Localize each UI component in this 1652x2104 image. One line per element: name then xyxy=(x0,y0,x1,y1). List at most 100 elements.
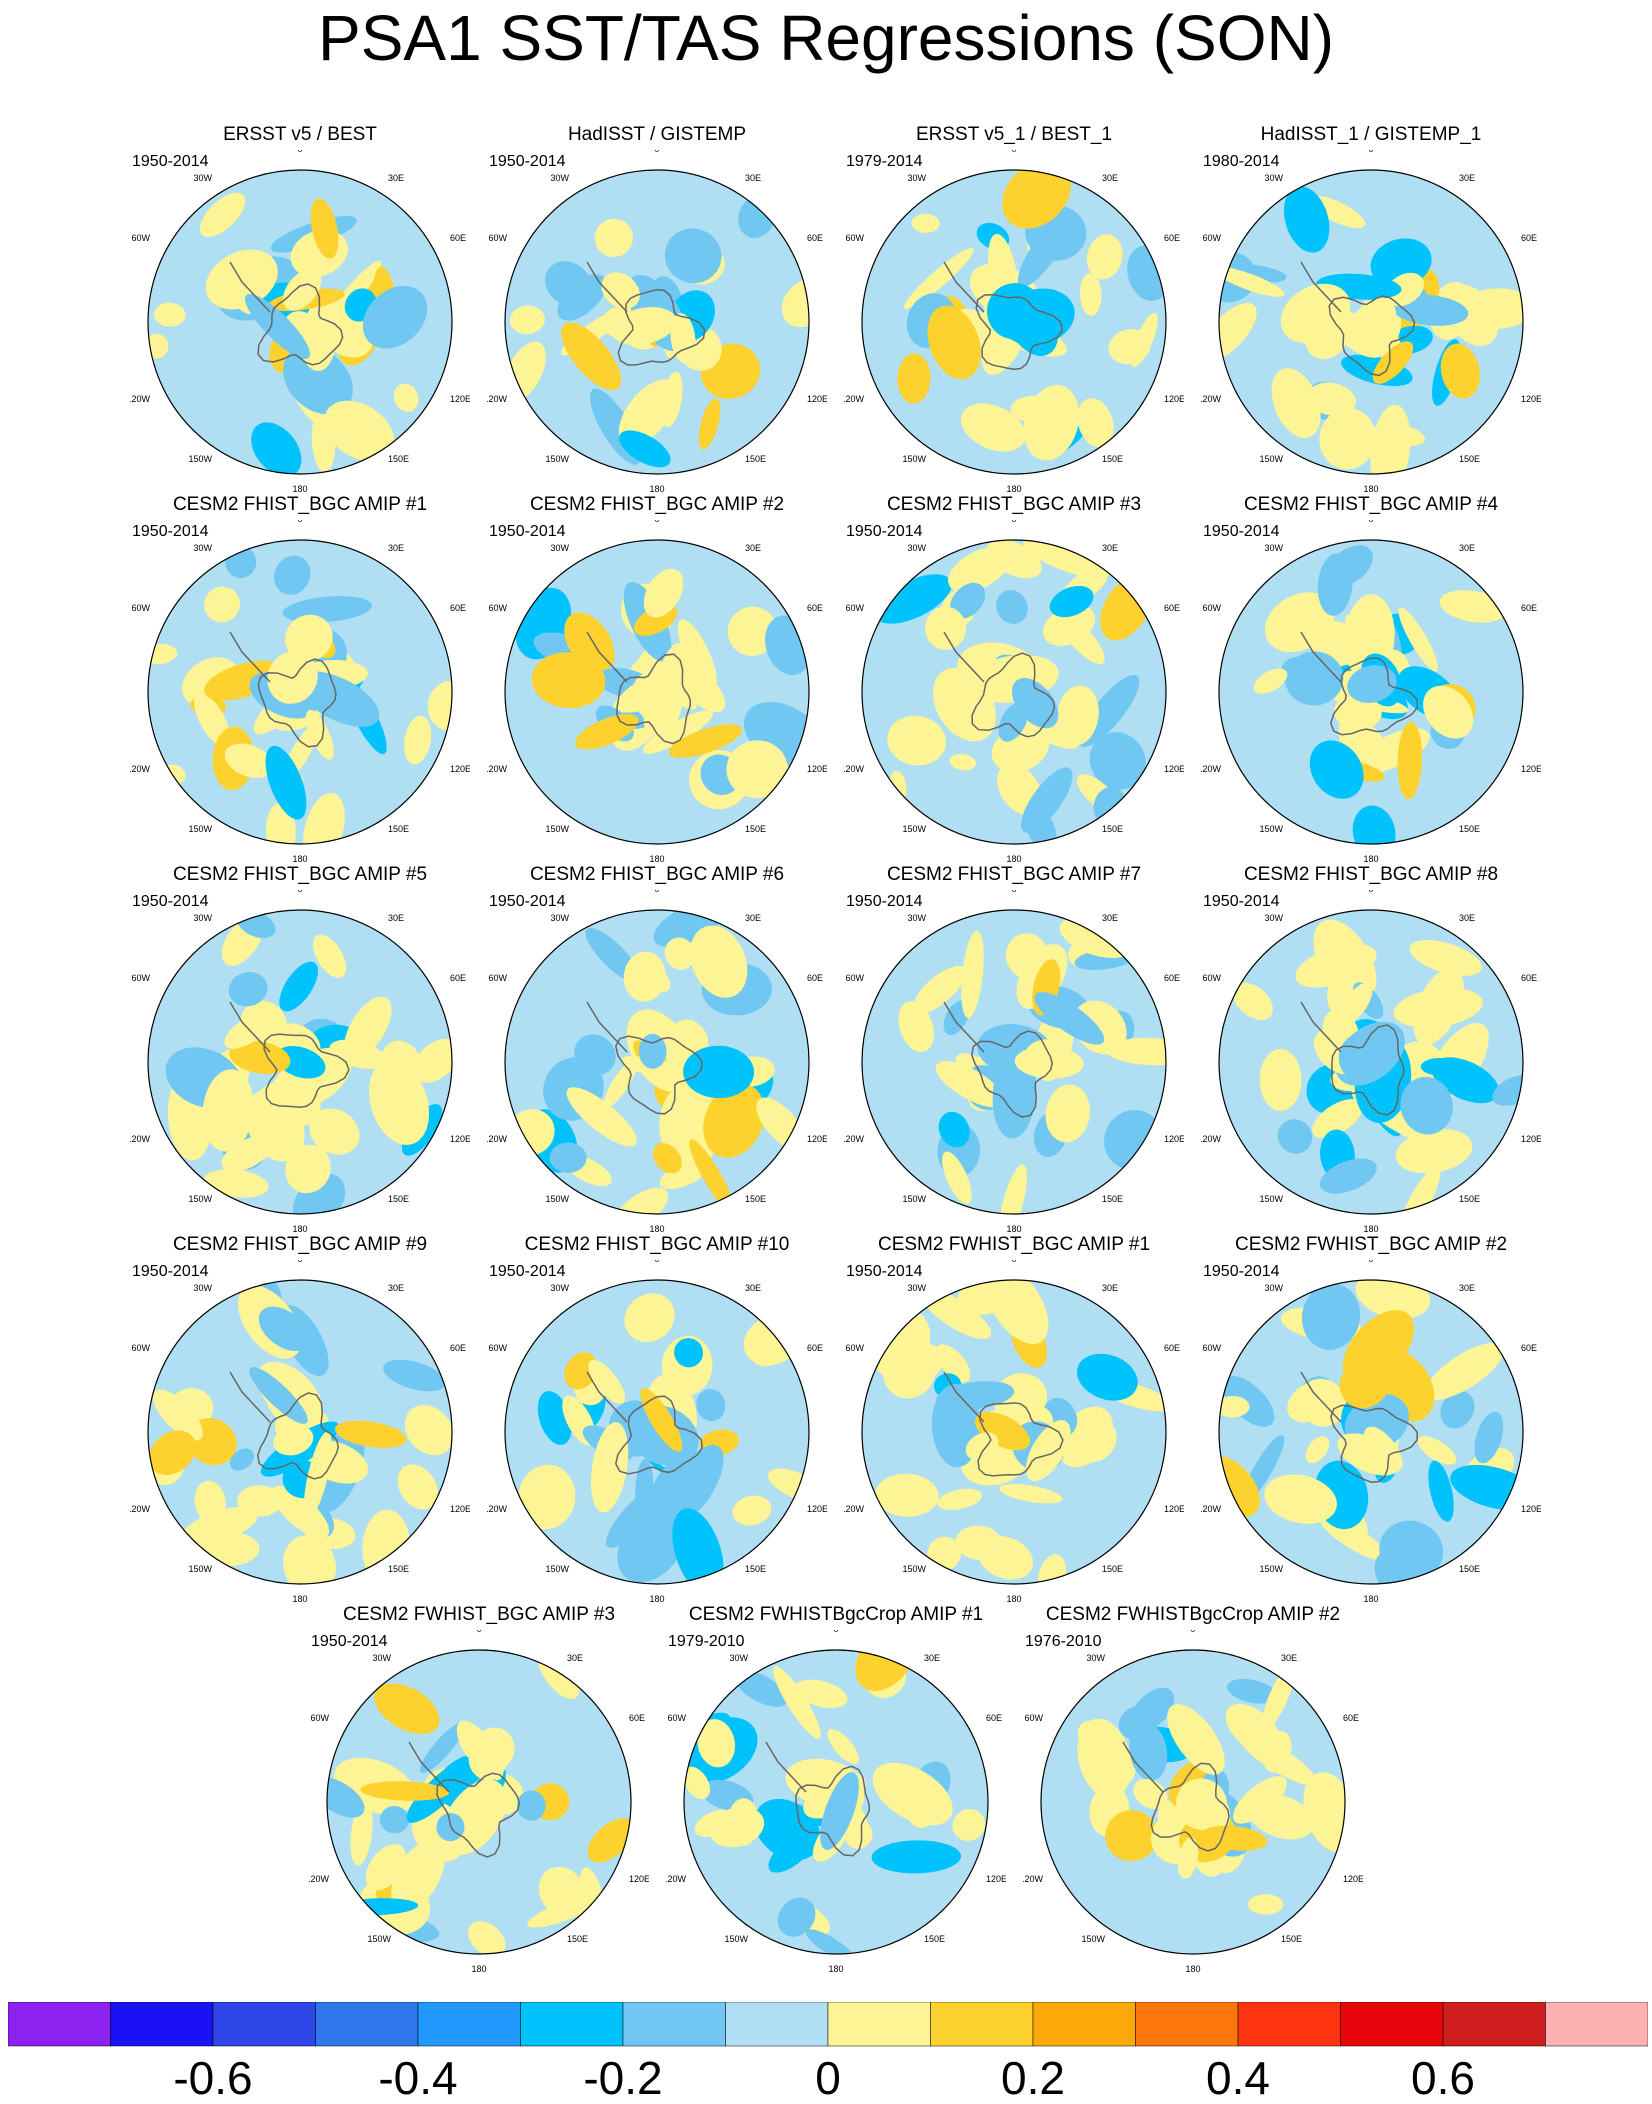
contour-patch xyxy=(996,590,1028,624)
contour-patch xyxy=(1071,1417,1117,1463)
contour-patch xyxy=(304,1431,332,1519)
antarctica-coastline xyxy=(615,1395,703,1475)
longitude-label: 150W xyxy=(1259,454,1283,464)
antarctica-coastline xyxy=(617,288,706,366)
contour-patch xyxy=(1417,1436,1457,1465)
polar-map: 030W30E60W60E90W90E120W120E150W150E180 xyxy=(309,1630,649,1974)
contour-patch xyxy=(324,400,395,462)
longitude-label: 180 xyxy=(1185,1964,1200,1974)
contour-patch xyxy=(805,1929,857,1954)
contour-patch xyxy=(652,1456,708,1512)
contour-patch xyxy=(696,1389,726,1422)
contour-patch xyxy=(1280,283,1351,344)
contour-patch xyxy=(404,715,432,765)
longitude-label: 30E xyxy=(1281,1653,1297,1663)
contour-patch xyxy=(961,930,984,1019)
longitude-label: 120E xyxy=(807,1134,827,1144)
contour-patch xyxy=(1049,585,1094,618)
panel-title: CESM2 FHIST_BGC AMIP #6 xyxy=(529,864,785,885)
peninsula-coastline xyxy=(943,1001,985,1053)
panel-title: HadISST / GISTEMP xyxy=(567,124,747,145)
antarctica-coastline xyxy=(971,1030,1053,1118)
antarctica-coastline xyxy=(971,652,1056,738)
contour-patch xyxy=(1089,732,1146,790)
map-panel: ERSST v5_1 / BEST_1 1979-2014 0 30W 30E 60W 60… xyxy=(844,124,1184,496)
longitude-label: 180 xyxy=(292,1224,307,1234)
longitude-label: 180 xyxy=(828,1964,843,1974)
longitude-label: 180 xyxy=(1363,484,1378,494)
longitude-label: 30W xyxy=(729,1653,748,1663)
contour-patch xyxy=(1262,1730,1292,1773)
longitude-label: 120E xyxy=(807,1504,827,1514)
panel-title: CESM2 FWHISTBgcCrop AMIP #1 xyxy=(688,1604,984,1625)
panel-years: 1950-2014 xyxy=(489,893,566,910)
longitude-label: 120W xyxy=(487,1134,508,1144)
longitude-label: 150W xyxy=(188,1194,212,1204)
contour-patch xyxy=(284,614,333,662)
contour-patch xyxy=(1283,186,1330,253)
peninsula-coastline xyxy=(1122,1741,1164,1793)
longitude-label: 150W xyxy=(902,454,926,464)
contour-patch xyxy=(777,1897,816,1937)
contour-patch xyxy=(1277,1119,1313,1154)
peninsula-coastline xyxy=(1300,631,1342,683)
longitude-label: 30E xyxy=(745,913,761,923)
longitude-label: 150W xyxy=(1259,824,1283,834)
polar-map: 030W30E60W60E90W90E120W120E150W150E180 xyxy=(487,1260,827,1604)
contour-patch xyxy=(229,1448,254,1471)
longitude-label: 60W xyxy=(131,973,150,983)
longitude-label: 60E xyxy=(1164,603,1180,613)
contour-patch xyxy=(1253,668,1288,694)
contour-patch xyxy=(1371,1074,1403,1115)
longitude-label: 150W xyxy=(188,454,212,464)
contour-patch xyxy=(574,1034,616,1076)
map-border xyxy=(147,169,453,475)
contour-patch xyxy=(897,353,931,404)
peninsula-coastline xyxy=(229,631,271,683)
contour-patch xyxy=(275,1046,326,1079)
contour-patch xyxy=(1397,1165,1441,1214)
longitude-label: 0 xyxy=(1011,1260,1016,1264)
contour-patch xyxy=(768,1831,816,1873)
peninsula-coastline xyxy=(586,631,628,683)
antarctica-coastline xyxy=(257,283,344,366)
contour-patch xyxy=(285,1144,331,1194)
antarctica-coastline xyxy=(257,658,337,748)
contour-patch xyxy=(683,1045,755,1099)
contour-patch xyxy=(265,745,307,820)
longitude-label: 0 xyxy=(1011,890,1016,894)
contour-patch xyxy=(590,1422,629,1513)
longitude-label: 30E xyxy=(388,543,404,553)
longitude-label: 120W xyxy=(130,394,151,404)
panel-years: 1950-2014 xyxy=(1203,523,1280,540)
contour-patch xyxy=(875,574,952,624)
contour-patch xyxy=(202,1069,254,1152)
colorbar-swatch xyxy=(930,2002,1034,2047)
map-border xyxy=(504,539,810,845)
contour-patch xyxy=(674,1338,704,1368)
contour-patch xyxy=(374,1683,440,1734)
longitude-label: 120E xyxy=(450,394,470,404)
contour-patch xyxy=(920,1288,992,1340)
contour-patch xyxy=(1025,1420,1071,1482)
antarctica-coastline xyxy=(975,293,1064,371)
longitude-label: 0 xyxy=(297,890,302,894)
polar-map: 030W30E60W60E90W90E120W120E150W150E180 xyxy=(1023,1630,1363,1974)
panel-title: CESM2 FWHIST_BGC AMIP #1 xyxy=(877,1234,1151,1255)
contour-patch xyxy=(668,724,743,758)
longitude-label: 120E xyxy=(807,764,827,774)
contour-patch xyxy=(670,313,696,364)
longitude-label: 60E xyxy=(1521,603,1537,613)
map-border xyxy=(147,539,453,845)
longitude-label: 120W xyxy=(487,394,508,404)
contour-patch xyxy=(986,283,1044,340)
contour-patch xyxy=(949,754,977,771)
contour-patch xyxy=(468,1921,506,1954)
contour-patch xyxy=(1319,1158,1377,1194)
panel-title: CESM2 FHIST_BGC AMIP #4 xyxy=(1243,494,1499,515)
polar-map: 030W30E60W60E90W90E120W120E150W150E180 xyxy=(130,520,470,864)
longitude-label: 120E xyxy=(1521,394,1541,404)
longitude-label: 0 xyxy=(654,890,659,894)
map-panel: CESM2 FWHIST_BGC AMIP #3 1950-2014 0 30W 30E… xyxy=(309,1604,649,1976)
contour-patch xyxy=(875,1473,939,1517)
